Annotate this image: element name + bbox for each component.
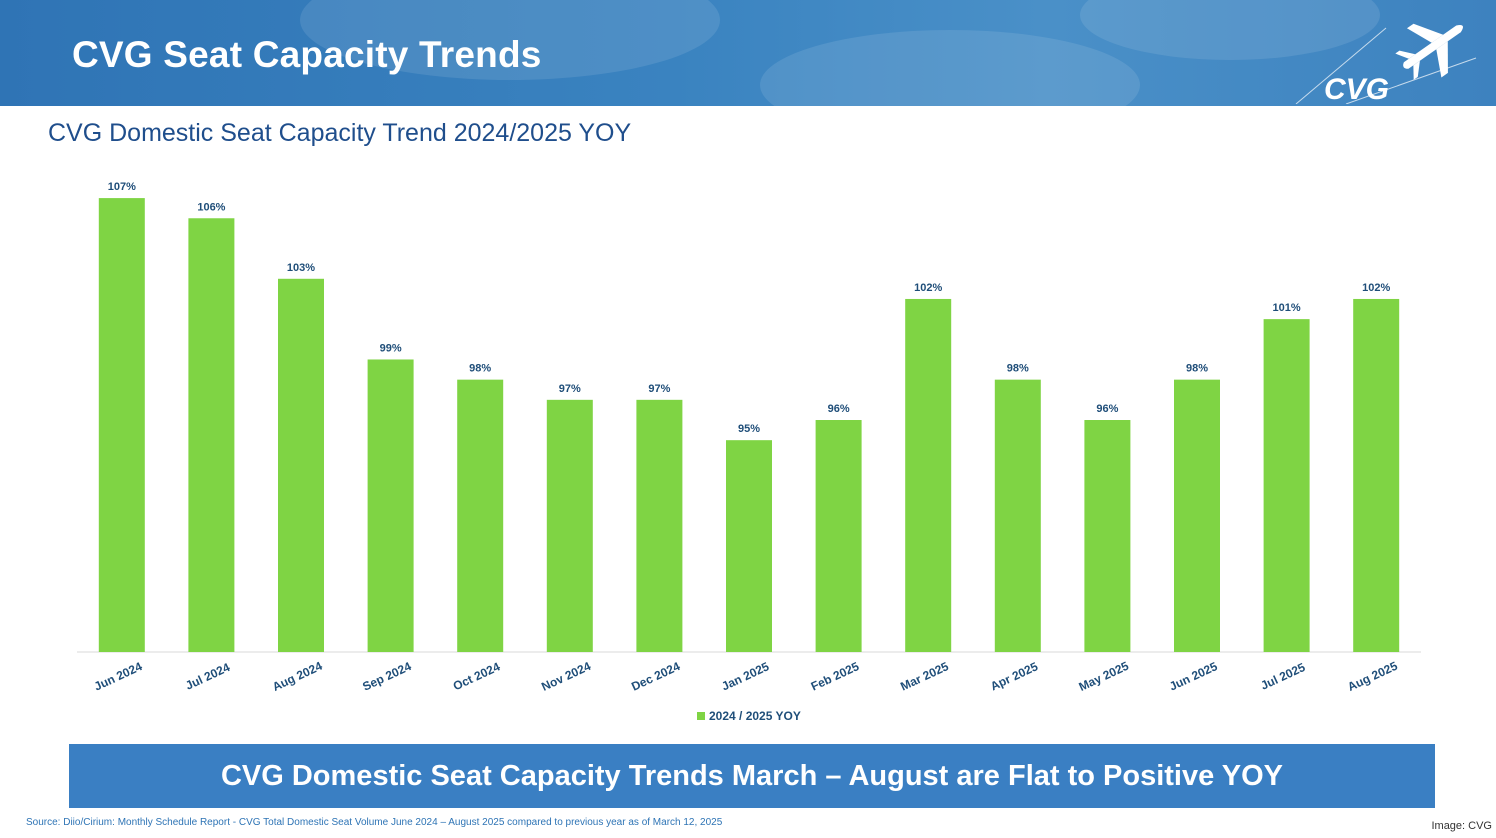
- legend-label: 2024 / 2025 YOY: [709, 709, 801, 723]
- data-label: 97%: [559, 383, 581, 395]
- bar-chart: 107% Jun 2024 106% Jul 2024 103% Aug 2024 99% S…: [77, 181, 1421, 723]
- data-label: 102%: [1362, 282, 1390, 294]
- chart-subtitle: CVG Domestic Seat Capacity Trend 2024/20…: [48, 119, 632, 147]
- data-label: 106%: [197, 201, 225, 213]
- bar: [278, 278, 324, 652]
- data-label: 98%: [469, 363, 491, 375]
- conclusion-banner: CVG Domestic Seat Capacity Trends March …: [69, 744, 1435, 808]
- bar: [367, 359, 414, 652]
- data-label: 97%: [648, 383, 670, 395]
- bar: [457, 379, 504, 652]
- bar: [726, 440, 772, 652]
- page-title: CVG Seat Capacity Trends: [72, 34, 542, 75]
- cvg-airplane-logo: CVG: [1295, 23, 1477, 104]
- bar: [1353, 298, 1400, 652]
- x-tick-label: Oct 2024: [451, 659, 503, 693]
- bar: [98, 198, 145, 652]
- data-label: 102%: [914, 282, 942, 294]
- bar: [188, 218, 235, 652]
- x-tick-label: Nov 2024: [539, 659, 593, 694]
- data-label: 99%: [380, 342, 402, 354]
- x-tick-label: Jul 2025: [1258, 660, 1307, 693]
- x-tick-label: Aug 2024: [270, 659, 325, 694]
- logo-text: CVG: [1324, 73, 1389, 104]
- bar: [546, 399, 593, 652]
- x-tick-label: Jul 2024: [183, 660, 232, 693]
- x-tick-label: May 2025: [1077, 659, 1132, 694]
- x-tick-label: Jun 2024: [92, 659, 145, 694]
- data-label: 98%: [1186, 363, 1208, 375]
- header-banner: CVG Seat Capacity Trends CVG: [0, 0, 1496, 106]
- image-credit: Image: CVG: [1431, 820, 1492, 832]
- source-note: Source: Diio/Cirium: Monthly Schedule Re…: [26, 817, 723, 828]
- bar: [636, 399, 683, 652]
- x-tick-label: Apr 2025: [988, 659, 1040, 693]
- bar: [1174, 379, 1220, 652]
- bar: [815, 420, 862, 652]
- legend-swatch: [697, 712, 705, 720]
- data-label: 96%: [828, 403, 850, 415]
- data-label: 103%: [287, 262, 315, 274]
- data-label: 101%: [1273, 302, 1301, 314]
- x-tick-label: Feb 2025: [809, 659, 862, 694]
- data-label: 107%: [108, 181, 136, 193]
- x-tick-label: Mar 2025: [898, 659, 951, 694]
- x-tick-label: Jun 2025: [1167, 659, 1220, 694]
- x-tick-label: Sep 2024: [360, 659, 413, 694]
- bar: [994, 379, 1041, 652]
- x-tick-label: Jan 2025: [719, 659, 771, 693]
- bar: [1084, 420, 1131, 652]
- data-label: 95%: [738, 423, 760, 435]
- x-tick-label: Dec 2024: [629, 659, 682, 694]
- bar: [905, 298, 952, 652]
- data-label: 98%: [1007, 363, 1029, 375]
- x-tick-label: Aug 2025: [1345, 659, 1400, 694]
- data-label: 96%: [1096, 403, 1118, 415]
- bar: [1263, 319, 1310, 652]
